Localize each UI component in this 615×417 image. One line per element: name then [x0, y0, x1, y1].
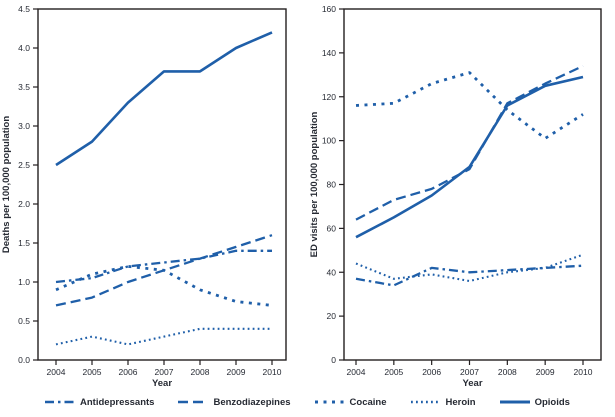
y-axis: 0.0 0.5 1.0 1.5 2.0 2.5 3.0 3.5 4.0 4.5: [18, 4, 38, 365]
plot-frame: [343, 8, 602, 361]
series-line-opioids: [355, 75, 584, 239]
legend-line-sample-heroin: [410, 400, 441, 404]
legend-item-opioids: Opioids: [499, 396, 570, 408]
x-tick-label: 2006: [119, 367, 138, 377]
legend-label-cocaine: Cocaine: [349, 396, 387, 408]
legend-line-sample-cocaine: [314, 400, 345, 404]
y-tick-label: 20: [327, 311, 337, 321]
x-axis: 2004 2005 2006 2007 2008 2009 2010: [347, 360, 593, 377]
x-tick-label: 2008: [191, 367, 210, 377]
y-tick-label: 80: [327, 180, 337, 190]
legend-label-antidepressants: Antidepressants: [80, 396, 155, 408]
y-tick-label: 3.0: [18, 121, 30, 131]
y-tick-label: 4.5: [18, 4, 30, 14]
y-tick-label: 140: [322, 48, 336, 58]
series-line-benzodiazepines: [355, 64, 584, 221]
legend-item-heroin: Heroin: [410, 396, 476, 408]
y-axis: 0 20 40 60 80 100 120 140 160: [322, 4, 344, 365]
y-tick-label: 4.0: [18, 43, 30, 53]
ed-visits-chart: 0 20 40 60 80 100 120 140 160 2004 2005 2006 2007 200…: [307, 0, 615, 388]
legend-label-opioids: Opioids: [534, 396, 570, 408]
y-tick-label: 3.5: [18, 82, 30, 92]
x-tick-label: 2010: [263, 367, 282, 377]
plot-frame: [37, 8, 287, 361]
series-line-antidepressants: [355, 264, 584, 287]
legend-label-benzodiazepines: Benzodiazepines: [213, 396, 291, 408]
x-tick-label: 2004: [47, 367, 66, 377]
series-line-heroin: [55, 327, 272, 346]
y-tick-label: 0.5: [18, 316, 30, 326]
x-tick-label: 2009: [536, 367, 555, 377]
y-tick-label: 160: [322, 4, 336, 14]
charts-row: 0.0 0.5 1.0 1.5 2.0 2.5 3.0 3.5 4.0 4.5 2004 2005 20…: [0, 0, 615, 388]
y-tick-label: 2.5: [18, 160, 30, 170]
x-tick-label: 2010: [574, 367, 593, 377]
x-axis: 2004 2005 2006 2007 2008 2009 2010: [47, 360, 282, 377]
legend-item-cocaine: Cocaine: [314, 396, 387, 408]
y-tick-label: 1.5: [18, 238, 30, 248]
x-tick-label: 2005: [384, 367, 403, 377]
legend-line-sample-benzodiazepines: [178, 400, 209, 404]
legend-line-sample-antidepressants: [45, 400, 76, 404]
y-tick-label: 0.0: [18, 355, 30, 365]
series-line-heroin: [355, 253, 584, 283]
x-tick-label: 2005: [83, 367, 102, 377]
x-axis-title: Year: [462, 378, 482, 388]
x-tick-label: 2006: [422, 367, 441, 377]
y-tick-label: 120: [322, 92, 336, 102]
legend-label-heroin: Heroin: [445, 396, 476, 408]
y-tick-label: 100: [322, 136, 336, 146]
series-line-cocaine: [55, 264, 273, 307]
legend-item-antidepressants: Antidepressants: [45, 397, 154, 408]
y-tick-label: 0: [331, 355, 336, 365]
legend-item-benzodiazepines: Benzodiazepines: [178, 396, 291, 408]
y-tick-label: 1.0: [18, 277, 30, 287]
legend-line-sample-opioids: [499, 400, 530, 404]
x-tick-label: 2007: [155, 367, 174, 377]
y-tick-label: 40: [327, 267, 337, 277]
deaths-chart: 0.0 0.5 1.0 1.5 2.0 2.5 3.0 3.5 4.0 4.5 2004 2005 20…: [0, 0, 307, 388]
y-tick-label: 2.0: [18, 199, 30, 209]
series-line-opioids: [55, 31, 273, 167]
x-tick-label: 2007: [460, 367, 479, 377]
x-tick-label: 2004: [347, 367, 366, 377]
y-axis-title: ED visits per 100,000 population: [309, 111, 320, 257]
x-tick-label: 2009: [227, 367, 246, 377]
y-axis-title: Deaths per 100,000 population: [1, 116, 12, 253]
series-line-cocaine: [355, 71, 584, 140]
x-tick-label: 2008: [498, 367, 517, 377]
series-line-antidepressants: [55, 249, 272, 284]
x-axis-title: Year: [152, 378, 172, 388]
y-tick-label: 60: [327, 223, 337, 233]
legend: Antidepressants Benzodiazepines Cocaine Her…: [0, 388, 615, 416]
